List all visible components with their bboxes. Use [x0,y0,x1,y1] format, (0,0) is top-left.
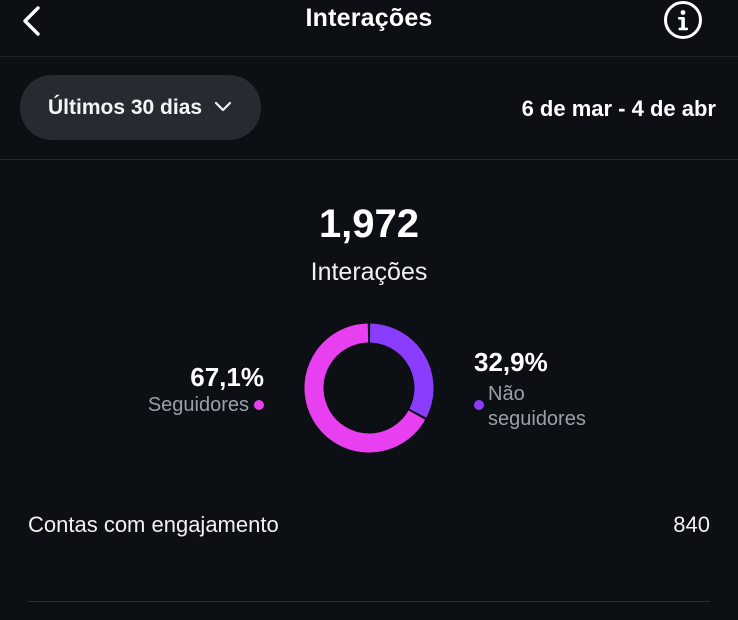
period-label: Últimos 30 dias [48,96,203,119]
followers-legend-dot [254,400,264,410]
date-range: 6 de mar - 4 de abr [521,96,716,121]
non-followers-percent: 32,9% [474,347,548,377]
followers-label: Seguidores [147,394,249,416]
chevron-left-icon [23,6,40,36]
top-bar: Interações [0,0,738,57]
total-interactions-label: Interações [310,258,428,286]
back-button[interactable] [14,2,54,42]
total-interactions-value: 1,972 [318,202,420,246]
filter-row: Últimos 30 dias 6 de mar - 4 de abr [0,57,738,160]
chevron-down-icon [214,101,232,112]
followers-segment [304,323,426,453]
metric-label: Contas com engajamento [28,512,279,537]
non-followers-label: Não seguidores [488,383,586,430]
followers-percent: 67,1% [190,362,264,392]
non-followers-segment [369,323,434,418]
period-dropdown[interactable]: Últimos 30 dias [20,75,261,140]
page-title: Interações [305,4,433,32]
followers-donut-chart [304,323,434,453]
metric-row-engaged-accounts[interactable]: Contas com engajamento 840 [28,510,710,544]
divider [28,601,710,602]
non-followers-legend-dot [474,400,484,410]
info-button[interactable] [662,0,704,42]
info-circle-icon [664,1,702,39]
metric-value: 840 [673,512,710,537]
